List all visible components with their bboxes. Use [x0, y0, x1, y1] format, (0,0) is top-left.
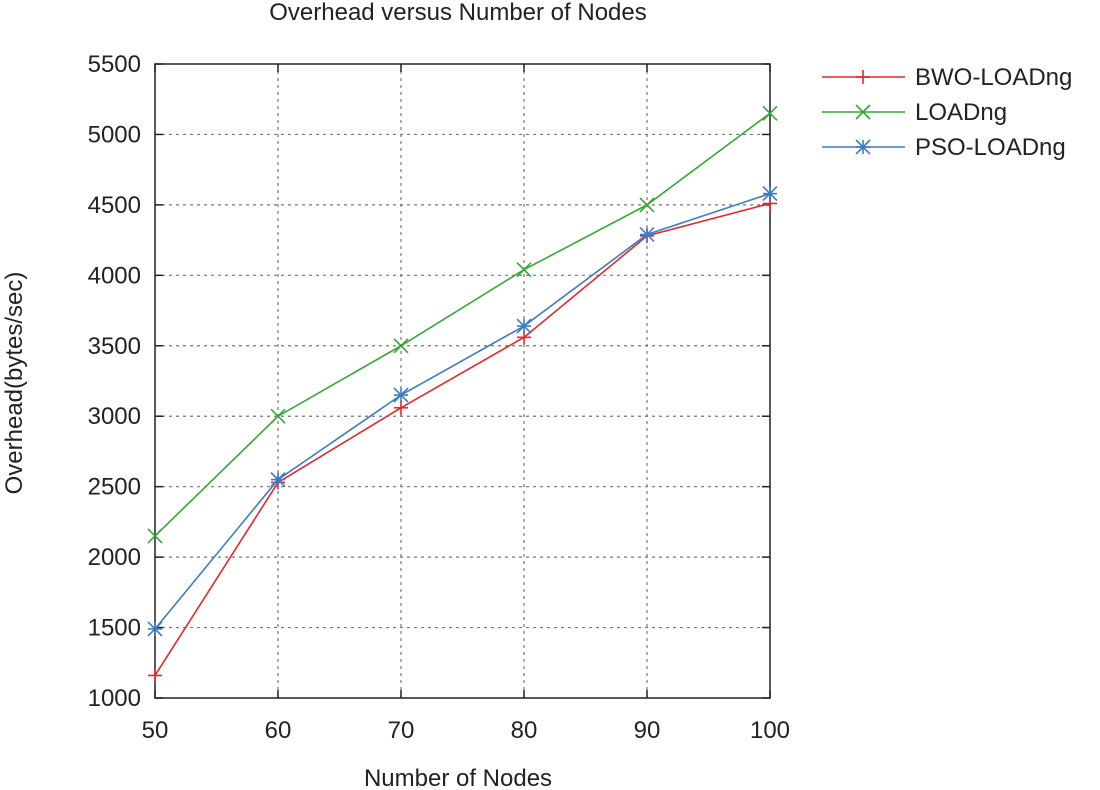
- data-point: [639, 197, 655, 213]
- legend-label: PSO-LOADng: [915, 134, 1066, 161]
- data-point: [147, 528, 163, 544]
- y-tick-label: 1000: [88, 685, 141, 712]
- y-tick-label: 5000: [88, 121, 141, 148]
- data-point: [516, 262, 532, 278]
- series-line-1: [154, 202, 771, 676]
- series-group: [147, 105, 778, 683]
- legend-item: LOADng: [822, 99, 1007, 126]
- axis-ticks: 1000 1500 2000 2500 3000 3500 4000 4500 5000 5500…: [88, 51, 790, 744]
- grid-lines: [155, 64, 770, 698]
- x-tick-label: 80: [511, 717, 538, 744]
- data-point: [516, 318, 532, 334]
- x-axis-label: Number of Nodes: [364, 765, 552, 790]
- data-point: [393, 387, 409, 403]
- y-tick-label: 2500: [88, 474, 141, 501]
- data-point: [393, 338, 409, 354]
- data-point: [762, 105, 778, 121]
- legend-item: BWO-LOADng: [822, 64, 1072, 91]
- y-tick-label: 4000: [88, 262, 141, 289]
- plot-frame: [154, 63, 771, 699]
- series-line-3: [154, 192, 771, 630]
- chart-title: Overhead versus Number of Nodes: [269, 0, 647, 26]
- legend-label: LOADng: [915, 99, 1007, 126]
- legend-item: PSO-LOADng: [822, 134, 1066, 161]
- legend-marker: [855, 139, 871, 155]
- x-tick-label: 70: [388, 717, 415, 744]
- data-point: [639, 226, 655, 243]
- data-point: [147, 621, 163, 637]
- data-point: [148, 668, 162, 683]
- series-line-2: [154, 112, 771, 537]
- y-tick-label: 5500: [88, 51, 141, 78]
- x-tick-label: 60: [265, 717, 292, 744]
- legend-marker: [856, 70, 870, 84]
- y-tick-label: 4500: [88, 192, 141, 219]
- y-tick-label: 3500: [88, 333, 141, 360]
- y-tick-label: 3000: [88, 403, 141, 430]
- data-point: [394, 400, 408, 415]
- y-tick-label: 2000: [88, 544, 141, 571]
- x-tick-label: 50: [142, 717, 169, 744]
- x-tick-label: 100: [750, 717, 790, 744]
- legend-marker: [855, 104, 871, 120]
- y-tick-label: 1500: [88, 615, 141, 642]
- legend-label: BWO-LOADng: [915, 64, 1072, 91]
- data-point: [270, 472, 286, 488]
- data-point: [270, 408, 286, 424]
- legend: BWO-LOADng LOADng PSO-LOADng: [822, 64, 1072, 161]
- x-tick-label: 90: [634, 717, 661, 744]
- data-point: [762, 186, 778, 202]
- y-axis-label: Overhead(bytes/sec): [1, 272, 28, 495]
